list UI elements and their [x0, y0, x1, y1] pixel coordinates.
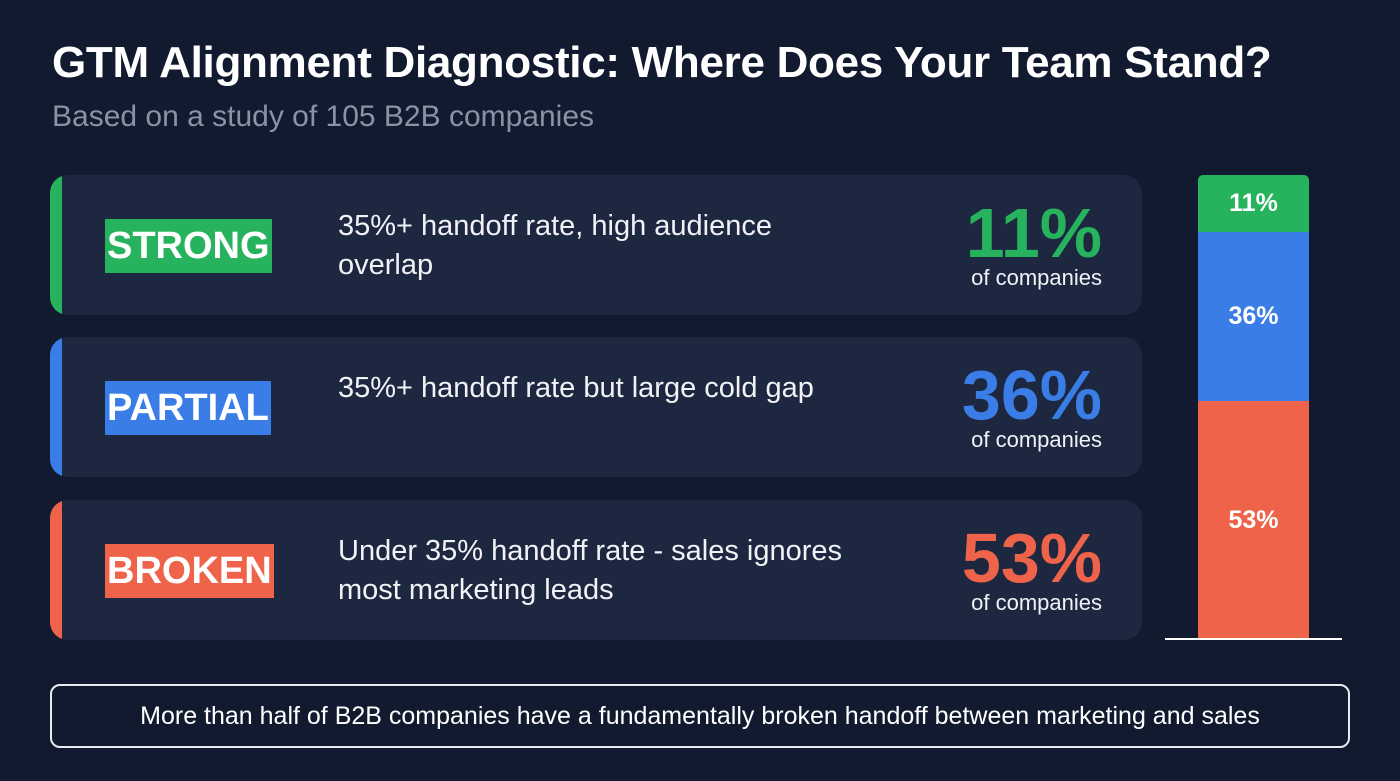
stack-segment-broken: 53% [1198, 401, 1309, 639]
category-card-broken: BROKEN Under 35% handoff rate - sales ig… [50, 500, 1142, 640]
category-label: STRONG [105, 219, 272, 273]
stack-segment-partial: 36% [1198, 232, 1309, 401]
stack-segment-strong: 11% [1198, 175, 1309, 232]
accent-bar [50, 175, 62, 315]
category-percent: 11% [965, 194, 1102, 272]
accent-bar [50, 337, 62, 477]
accent-bar [50, 500, 62, 640]
category-description: Under 35% handoff rate - sales ignores m… [338, 535, 843, 606]
page-subtitle: Based on a study of 105 B2B companies [52, 100, 595, 133]
category-card-strong: STRONG 35%+ handoff rate, high audience … [50, 175, 1142, 315]
category-percent: 53% [961, 519, 1102, 597]
percent-caption: of companies [971, 590, 1102, 615]
key-takeaway-callout: More than half of B2B companies have a f… [50, 684, 1350, 748]
category-label: BROKEN [105, 544, 274, 598]
category-percent: 36% [961, 356, 1102, 434]
chart-baseline [1165, 638, 1342, 640]
category-label: PARTIAL [105, 381, 271, 435]
category-description: 35%+ handoff rate, high audience overlap [338, 210, 773, 281]
percent-caption: of companies [971, 265, 1102, 290]
stacked-bar-chart: 11% 36% 53% [1198, 175, 1309, 639]
category-description: 35%+ handoff rate but large cold gap [338, 372, 814, 404]
category-card-partial: PARTIAL 35%+ handoff rate but large cold… [50, 337, 1142, 477]
callout-text: More than half of B2B companies have a f… [140, 701, 1260, 730]
page-title: GTM Alignment Diagnostic: Where Does You… [52, 38, 1272, 87]
percent-caption: of companies [971, 427, 1102, 452]
